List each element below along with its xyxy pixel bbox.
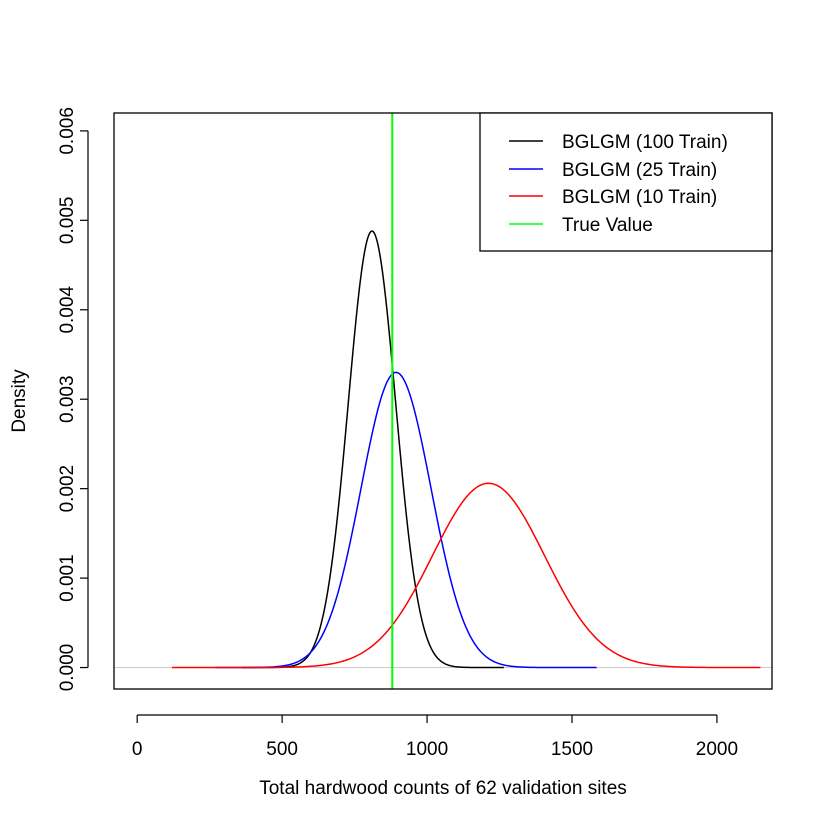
y-tick-label: 0.001 <box>57 554 78 602</box>
legend-label-25-train: BGLGM (25 Train) <box>562 160 717 181</box>
density-curve-1 <box>241 230 504 669</box>
plot-frame <box>113 112 773 690</box>
y-tick-label: 0.002 <box>57 465 78 513</box>
x-tick-label: 1500 <box>551 739 593 760</box>
x-axis-title: Total hardwood counts of 62 validation s… <box>259 778 627 799</box>
x-tick-label: 2000 <box>696 739 738 760</box>
y-tick-label: 0.003 <box>57 375 78 423</box>
x-tick-label: 500 <box>266 739 298 760</box>
y-tick-label: 0.000 <box>57 644 78 692</box>
density-curves <box>171 230 761 669</box>
density-curve-2 <box>215 371 597 669</box>
y-axis-title: Density <box>9 369 30 433</box>
density-curve-3 <box>171 482 761 669</box>
y-axis: 0.000 0.001 0.002 0.003 0.004 0.005 0.006 <box>57 107 89 692</box>
x-tick-label: 0 <box>132 739 143 760</box>
legend-label-true-value: True Value <box>562 215 653 236</box>
y-tick-label: 0.006 <box>57 107 78 155</box>
legend: BGLGM (100 Train) BGLGM (25 Train) BGLGM… <box>479 112 773 252</box>
legend-label-100-train: BGLGM (100 Train) <box>562 132 728 153</box>
y-tick-label: 0.004 <box>57 286 78 334</box>
x-axis: 0 500 1000 1500 2000 <box>132 714 738 760</box>
legend-label-10-train: BGLGM (10 Train) <box>562 187 717 208</box>
legend-box <box>479 112 773 252</box>
x-tick-label: 1000 <box>406 739 448 760</box>
y-tick-label: 0.005 <box>57 197 78 245</box>
